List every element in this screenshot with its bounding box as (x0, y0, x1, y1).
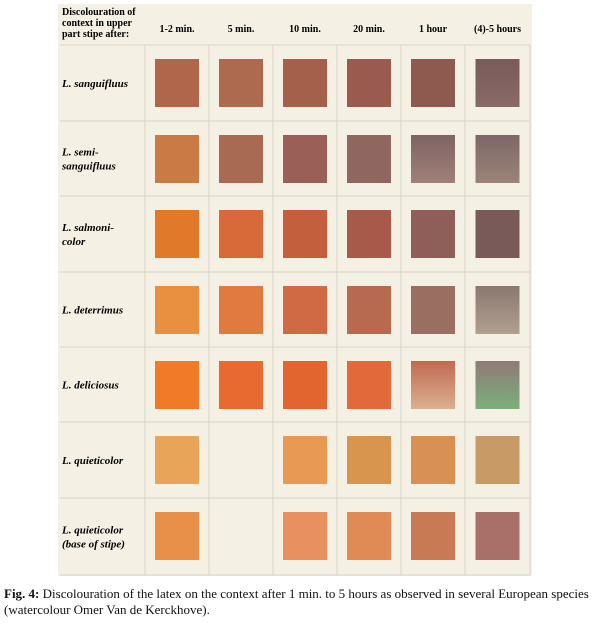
color-swatch (283, 286, 327, 334)
color-swatch (411, 286, 455, 334)
color-swatch (219, 210, 263, 258)
color-swatch (475, 436, 520, 484)
row-label: L. quieticolor (61, 525, 124, 537)
color-swatch (155, 512, 199, 560)
color-swatch (411, 210, 455, 258)
color-swatch (155, 210, 199, 258)
corner-header: part stipe after: (62, 29, 129, 40)
column-header: 20 min. (353, 24, 385, 35)
color-swatch (155, 286, 199, 334)
color-swatch (219, 286, 263, 334)
color-swatch (155, 59, 199, 107)
column-header: 5 min. (228, 24, 255, 35)
corner-header: Discolouration of (62, 7, 136, 18)
color-swatch (347, 436, 391, 484)
row-label: L. salmoni- (61, 222, 114, 234)
row-label: L. deterrimus (61, 305, 123, 317)
color-swatch (411, 436, 455, 484)
color-swatch (347, 512, 391, 560)
color-swatch (411, 59, 455, 107)
row-label: L. deliciosus (61, 380, 119, 392)
color-swatch (347, 59, 391, 107)
color-swatch (283, 135, 327, 183)
color-swatch (155, 135, 199, 183)
color-swatch (411, 361, 455, 409)
color-swatch (347, 210, 391, 258)
color-swatch (475, 286, 520, 334)
column-header: 10 min. (289, 24, 321, 35)
color-swatch (475, 361, 520, 409)
color-swatch (219, 135, 263, 183)
color-swatch (475, 512, 520, 560)
row-label: color (62, 236, 86, 248)
row-label: L. quieticolor (61, 455, 124, 467)
color-swatch (475, 59, 520, 107)
column-header: 1-2 min. (160, 24, 196, 35)
color-swatch (475, 135, 520, 183)
color-swatch (155, 436, 199, 484)
column-header: 1 hour (419, 24, 448, 35)
corner-header: context in upper (62, 18, 133, 29)
color-swatch (475, 210, 520, 258)
color-swatch (219, 361, 263, 409)
color-swatch (283, 59, 327, 107)
row-label: sanguifluus (61, 161, 116, 173)
caption-text: Discolouration of the latex on the conte… (4, 586, 589, 617)
color-swatch (411, 512, 455, 560)
row-label: L. sanguifluus (61, 78, 128, 90)
color-swatch (283, 361, 327, 409)
color-swatch (283, 512, 327, 560)
color-swatch (283, 436, 327, 484)
color-swatch (283, 210, 327, 258)
caption: Fig. 4: Discolouration of the latex on t… (4, 586, 590, 618)
row-label: L. semi- (61, 147, 99, 159)
row-label: (base of stipe) (62, 539, 125, 551)
color-swatch (219, 59, 263, 107)
caption-label: Fig. 4: (4, 586, 40, 601)
color-swatch (347, 361, 391, 409)
color-swatch (411, 135, 455, 183)
color-swatch (155, 361, 199, 409)
color-swatch (347, 286, 391, 334)
column-header: (4)-5 hours (474, 24, 521, 35)
color-swatch (347, 135, 391, 183)
